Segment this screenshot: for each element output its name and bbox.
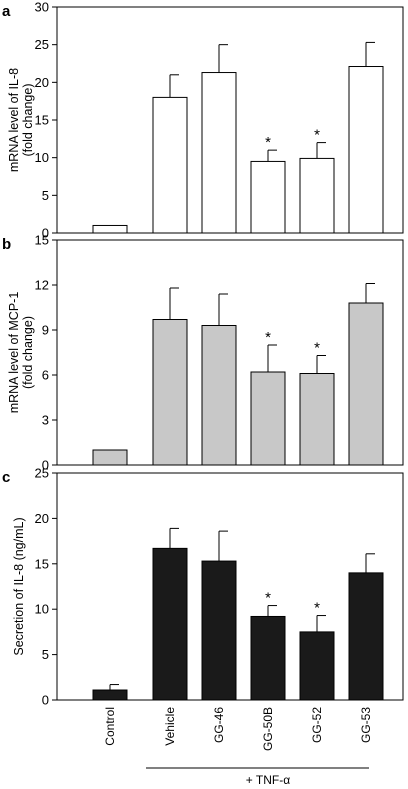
y-axis-title: (fold change)	[21, 84, 35, 157]
y-tick-label: 0	[42, 226, 49, 241]
significance-marker: *	[265, 590, 271, 607]
bar	[152, 547, 188, 701]
y-tick-label: 9	[42, 323, 49, 338]
y-tick-label: 30	[35, 0, 49, 15]
bar	[299, 631, 335, 701]
bar	[201, 325, 237, 466]
bar	[92, 224, 128, 234]
significance-marker: *	[314, 127, 320, 144]
x-category-labels: Control Vehicle GG-46 GG-50B GG-52 GG-53	[103, 707, 373, 751]
y-tick-label: 15	[35, 556, 49, 571]
y-axis-title: (fold change)	[21, 316, 35, 389]
y-axis-title: mRNA level of IL-8	[7, 68, 21, 172]
y-tick-label: 0	[42, 458, 49, 473]
significance-marker: *	[314, 600, 320, 617]
x-category-label: Vehicle	[163, 707, 177, 746]
bar	[92, 449, 128, 466]
chart-panel-c: c 0 5 10 15 20 25 Secretion of IL-8 (ng/mL) * *	[2, 466, 404, 708]
y-tick-label: 5	[42, 647, 49, 662]
y-tick-label: 20	[35, 511, 49, 526]
significance-marker: *	[314, 340, 320, 357]
bar	[201, 72, 237, 234]
y-axis-title: mRNA level of MCP-1	[7, 292, 21, 414]
y-tick-label: 15	[35, 233, 49, 248]
bar	[299, 373, 335, 466]
y-tick-label: 6	[42, 368, 49, 383]
bar	[348, 66, 384, 234]
bar	[92, 689, 128, 701]
x-category-label: GG-50B	[261, 707, 275, 751]
x-category-label: GG-52	[310, 707, 324, 743]
bar	[152, 96, 188, 234]
panel-letter: a	[2, 3, 11, 20]
chart-panel-b: b 0 3 6 9 12 15 mRNA level of MCP-1 (fold change…	[2, 233, 404, 473]
bar	[250, 615, 286, 701]
y-tick-label: 12	[35, 278, 49, 293]
y-tick-label: 20	[35, 75, 49, 90]
y-tick-label: 0	[42, 693, 49, 708]
y-tick-label: 15	[35, 113, 49, 128]
y-tick-label: 5	[42, 188, 49, 203]
x-category-label: GG-46	[212, 707, 226, 743]
panel-letter: c	[2, 469, 10, 486]
x-category-label: GG-53	[359, 707, 373, 743]
bar	[250, 371, 286, 466]
y-tick-label: 25	[35, 37, 49, 52]
bar	[201, 560, 237, 701]
panel-letter: b	[2, 236, 11, 253]
treatment-label: + TNF-α	[246, 773, 290, 787]
y-tick-label: 10	[35, 602, 49, 617]
bar	[348, 302, 384, 466]
x-category-label: Control	[103, 707, 117, 746]
bar	[299, 157, 335, 234]
significance-marker: *	[265, 329, 271, 346]
y-tick-label: 10	[35, 150, 49, 165]
y-tick-label: 25	[35, 466, 49, 481]
significance-marker: *	[265, 134, 271, 151]
bar	[348, 572, 384, 701]
bar	[250, 160, 286, 234]
bar	[152, 319, 188, 466]
chart-panel-a: a 0 5 10 15 20 25 30 mRNA level of IL-8 (fold cha…	[2, 0, 404, 241]
y-axis-title: Secretion of IL-8 (ng/mL)	[12, 517, 26, 655]
y-tick-label: 3	[42, 413, 49, 428]
